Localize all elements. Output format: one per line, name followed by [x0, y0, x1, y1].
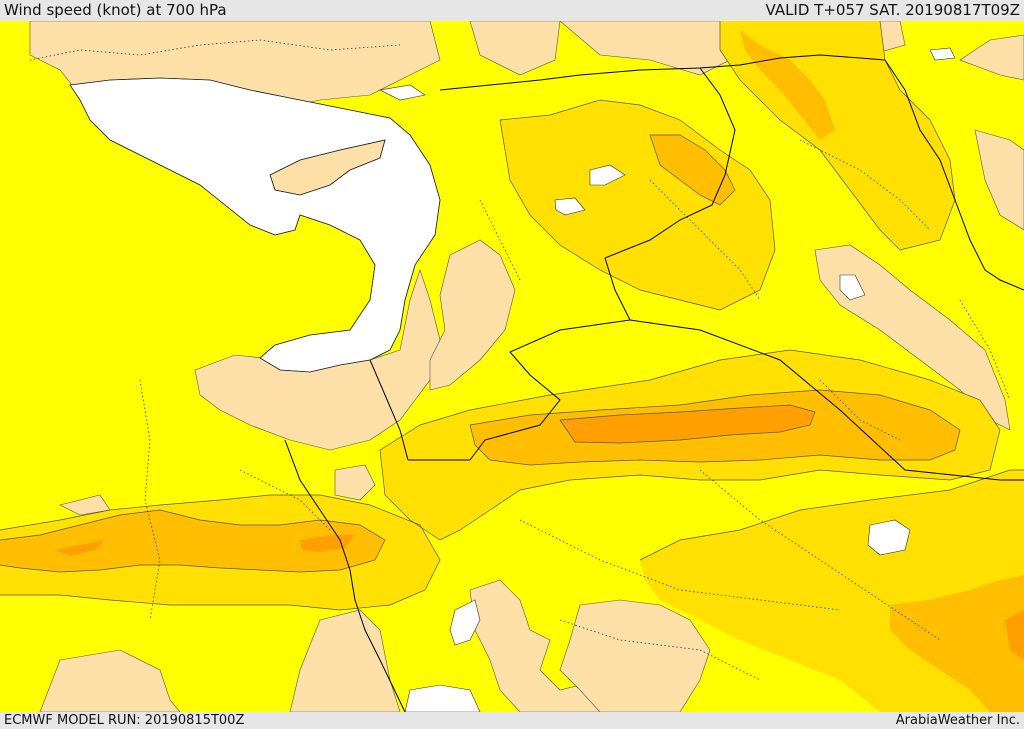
border-iran-iraq [884, 59, 1024, 291]
contour-medium-jet-east [379, 349, 1001, 541]
contour-strong-jet-east [469, 389, 961, 466]
contour-medium-syria-iraq [499, 99, 776, 311]
weak-wind-regions [29, 21, 1024, 712]
footer-bar: ECMWF MODEL RUN: 20190815T00Z ArabiaWeat… [0, 712, 1024, 729]
strong-wind-gulf [890, 575, 1024, 712]
province-border-egypt-1 [139, 379, 161, 621]
weak-wind-red-sea-coast [559, 599, 711, 712]
border-egypt-israel [369, 359, 409, 461]
province-border-saudi-2 [699, 469, 941, 641]
border-syria-jordan [469, 257, 631, 461]
contour-stronger-jet-core [559, 404, 816, 444]
province-borders [29, 39, 1011, 681]
map-title: Wind speed (knot) at 700 hPa [4, 1, 227, 19]
contour-medium-iran-west [719, 21, 956, 251]
province-border-yemen [559, 619, 761, 681]
sea-gulf-of-suez [449, 599, 481, 646]
contour-medium-jet-west [0, 494, 441, 611]
credit-label: ArabiaWeather Inc. [895, 713, 1020, 728]
wind-speed-map[interactable] [0, 21, 1024, 712]
strong-wind-jet-west [0, 510, 385, 572]
header-bar: Wind speed (knot) at 700 hPa VALID T+057… [0, 0, 1024, 21]
stronger-wind-gulf-core [1005, 610, 1024, 660]
stronger-wind-jet-core-delta [300, 535, 355, 552]
province-border-arabia-central [819, 379, 901, 441]
province-border-iraq [649, 179, 761, 301]
model-run-label: ECMWF MODEL RUN: 20190815T00Z [4, 713, 245, 728]
sea-lake-urmia [867, 519, 911, 556]
province-border-iran [799, 139, 931, 231]
border-egypt-sudan-sinai [284, 439, 406, 712]
contour-strong-iraq [649, 134, 736, 206]
weak-wind-arabia-east [959, 34, 1024, 81]
weak-wind-sudan [289, 609, 401, 712]
weak-wind-zagros [974, 129, 1024, 231]
border-saudi-iraq [629, 319, 1024, 481]
country-borders [284, 54, 1024, 712]
province-border-levant [479, 199, 521, 281]
coastlines [69, 77, 441, 373]
sea-black-sea-edge [379, 84, 426, 101]
valid-time: VALID T+057 SAT. 20190817T09Z [765, 1, 1020, 19]
weak-wind-sinai-south [334, 464, 376, 501]
sea-red-sea-south [404, 684, 481, 712]
border-iraq-west [604, 67, 736, 259]
sea-white-spot-iraq [589, 164, 626, 186]
coastline-cyprus [269, 139, 386, 196]
weak-wind-north-east [469, 21, 561, 76]
weak-wind-levant [429, 239, 516, 391]
weak-wind-mesopotamia [814, 244, 1011, 431]
sea-white-spot-syria [554, 197, 586, 216]
sea-lake-tuz [839, 274, 866, 301]
coastline-mediterranean [69, 77, 441, 373]
mediterranean-sea [69, 47, 956, 712]
weak-wind-west-sahara [39, 649, 181, 712]
contour-strong-jet-west [0, 509, 386, 573]
sea-white-spot-arabia [929, 47, 956, 61]
map-canvas [0, 21, 1024, 712]
strong-wind-iran [740, 30, 835, 140]
province-border-anatolia [29, 39, 401, 61]
stronger-wind-jet-core-west [55, 540, 105, 556]
contour-medium-arabia-south [639, 469, 1024, 561]
wind-contours [0, 21, 1024, 611]
strong-wind-iraq [650, 135, 735, 205]
